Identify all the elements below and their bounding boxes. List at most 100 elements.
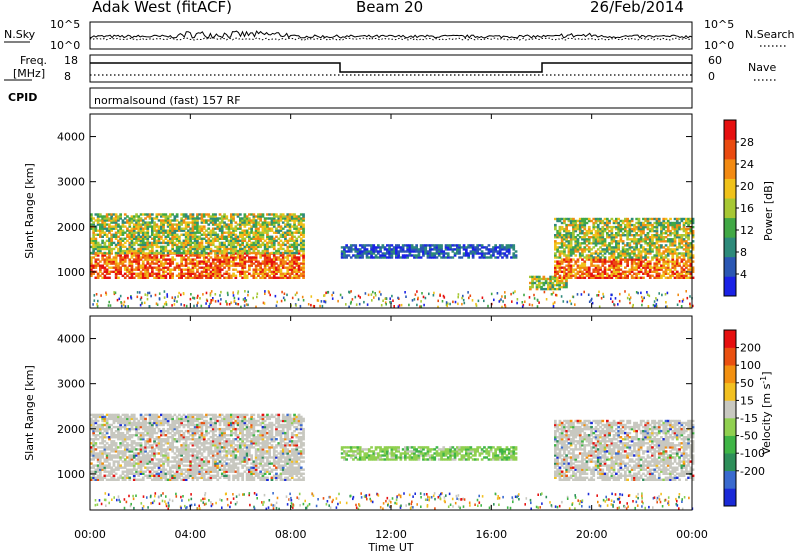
- data-cell: [160, 235, 163, 238]
- data-cell: [669, 270, 672, 273]
- data-cell: [117, 268, 120, 271]
- data-cell: [123, 249, 127, 253]
- data-cell: [223, 241, 226, 245]
- data-cell: [655, 227, 659, 231]
- data-cell: [554, 240, 557, 243]
- data-cell: [279, 260, 283, 263]
- data-cell: [153, 237, 156, 240]
- data-cell: [560, 217, 564, 221]
- data-cell: [130, 464, 134, 467]
- data-cell: [220, 298, 222, 301]
- data-cell: [295, 304, 297, 307]
- data-cell: [241, 247, 244, 251]
- data-cell: [295, 215, 299, 218]
- data-cell: [90, 423, 93, 427]
- data-cell: [621, 227, 625, 231]
- data-cell: [187, 251, 190, 255]
- data-cell: [603, 240, 607, 243]
- data-cell: [424, 248, 428, 251]
- data-cell: [601, 264, 605, 267]
- data-cell: [103, 217, 107, 220]
- data-cell: [603, 244, 607, 247]
- data-cell: [105, 213, 109, 216]
- data-cell: [166, 241, 170, 245]
- data-cell: [230, 225, 233, 228]
- data-cell: [624, 258, 627, 261]
- data-cell: [666, 262, 670, 265]
- data-cell: [569, 242, 573, 245]
- data-cell: [284, 249, 287, 253]
- data-cell: [419, 305, 421, 308]
- data-cell: [358, 248, 362, 251]
- data-cell: [558, 262, 562, 265]
- data-cell: [114, 264, 118, 267]
- data-cell: [626, 225, 629, 229]
- data-cell: [664, 254, 668, 257]
- data-cell: [252, 231, 256, 234]
- data-cell: [286, 251, 290, 255]
- data-cell: [270, 270, 274, 273]
- data-cell: [496, 256, 500, 259]
- data-cell: [148, 256, 152, 259]
- data-cell: [254, 231, 258, 234]
- data-cell: [602, 295, 605, 298]
- data-cell: [567, 256, 571, 259]
- data-cell: [205, 233, 208, 236]
- data-cell: [99, 223, 102, 226]
- data-cell: [428, 252, 432, 255]
- data-cell: [297, 221, 301, 224]
- data-cell: [184, 249, 188, 253]
- data-cell: [252, 270, 256, 273]
- data-cell: [128, 462, 132, 465]
- data-cell: [281, 254, 285, 257]
- data-cell: [245, 270, 249, 273]
- data-cell: [281, 274, 285, 277]
- data-cell: [132, 241, 136, 245]
- data-cell: [245, 231, 249, 234]
- data-cell: [345, 254, 348, 257]
- data-cell: [144, 233, 147, 236]
- data-cell: [290, 225, 294, 228]
- data-cell: [114, 456, 118, 459]
- data-cell: [288, 215, 292, 218]
- data-cell: [250, 243, 253, 247]
- data-cell: [180, 303, 182, 306]
- data-cell: [101, 229, 104, 232]
- data-cell: [615, 256, 618, 259]
- data-cell: [130, 266, 134, 269]
- data-cell: [603, 252, 607, 255]
- data-cell: [110, 219, 113, 222]
- data-cell: [601, 234, 605, 237]
- data-cell: [578, 223, 582, 227]
- data-cell: [248, 264, 251, 267]
- data-cell: [162, 231, 165, 234]
- data-cell: [299, 262, 303, 265]
- data-cell: [182, 229, 186, 232]
- data-cell: [90, 466, 93, 469]
- data-cell: [295, 274, 299, 277]
- data-cell: [185, 304, 188, 308]
- data-cell: [155, 239, 159, 242]
- data-cell: [151, 221, 154, 224]
- data-cell: [501, 244, 504, 247]
- data-cell: [507, 244, 511, 247]
- data-cell: [227, 241, 231, 245]
- data-cell: [655, 217, 659, 221]
- data-cell: [531, 277, 534, 281]
- data-cell: [114, 442, 118, 445]
- data-cell: [664, 276, 668, 279]
- data-cell: [558, 242, 562, 245]
- data-cell: [635, 248, 638, 251]
- data-cell: [624, 256, 627, 259]
- data-cell: [90, 274, 93, 277]
- data-cell: [114, 425, 118, 429]
- data-cell: [590, 258, 593, 261]
- data-cell: [245, 303, 248, 306]
- data-cell: [619, 250, 623, 253]
- data-cell: [220, 219, 224, 222]
- data-cell: [281, 235, 285, 238]
- data-cell: [268, 260, 271, 263]
- data-cell: [220, 229, 224, 232]
- data-cell: [467, 291, 469, 294]
- data-cell: [105, 429, 109, 433]
